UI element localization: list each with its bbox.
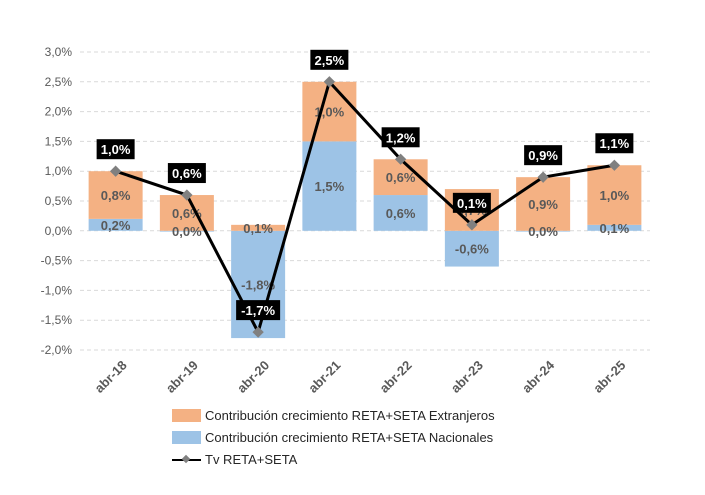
tv-label-box xyxy=(452,192,491,213)
x-tick-label: abr-20 xyxy=(234,358,272,396)
tv-label-box xyxy=(310,49,349,70)
tv-label-box xyxy=(381,127,420,148)
y-tick-label: 1,0% xyxy=(45,164,73,178)
bar-labels: 0,2% 0,8% 0,0% 0,6% -1,8% 0,1% 1,5% 1,0% 0,6% 0,6… xyxy=(101,105,630,293)
bar-nacionales xyxy=(159,230,214,232)
tv-marker xyxy=(466,219,478,231)
legend-item-extranjeros: Contribución crecimiento RETA+SETA Extra… xyxy=(172,404,495,426)
bar-label-extranjeros: 0,6% xyxy=(386,170,416,185)
legend-item-tv: Tv RETA+SETA xyxy=(172,448,495,470)
y-tick-label: -1,0% xyxy=(41,283,73,297)
tv-label: 1,0% xyxy=(101,142,131,157)
bar-extranjeros xyxy=(88,171,143,219)
legend: Contribución crecimiento RETA+SETA Extra… xyxy=(172,404,495,470)
bar-label-nacionales: 0,6% xyxy=(386,206,416,221)
y-tick-label: 1,5% xyxy=(45,134,73,148)
bar-label-nacionales: 0,0% xyxy=(528,224,558,239)
legend-swatch-nacionales xyxy=(172,430,201,444)
tv-label-box xyxy=(236,300,281,321)
tv-label-box xyxy=(167,163,206,184)
legend-swatch-tv xyxy=(172,453,201,466)
tv-label-box xyxy=(595,133,634,154)
bar-label-nacionales: 0,0% xyxy=(172,224,202,239)
y-tick-label: -1,5% xyxy=(41,313,73,327)
tv-marker xyxy=(252,326,264,338)
bar-nacionales xyxy=(444,230,499,267)
bars xyxy=(88,81,642,339)
tv-marker xyxy=(181,189,193,201)
x-axis: abr-18 abr-19 abr-20 abr-21 abr-22 abr-23 abr-… xyxy=(92,357,629,396)
tv-label-box xyxy=(524,145,563,166)
tv-label-box xyxy=(96,139,135,160)
tv-label: 1,2% xyxy=(386,130,416,145)
x-tick-label: abr-24 xyxy=(519,357,558,396)
bar-label-nacionales: 0,1% xyxy=(600,221,630,236)
y-tick-label: -0,5% xyxy=(41,254,73,268)
bar-label-nacionales: 1,5% xyxy=(315,179,345,194)
tv-line-path xyxy=(115,78,615,337)
y-tick-label: 3,0% xyxy=(45,45,73,59)
y-tick-label: 0,5% xyxy=(45,194,73,208)
x-tick-label: abr-22 xyxy=(377,358,415,396)
bar-extranjeros xyxy=(302,81,357,142)
tv-marker xyxy=(608,159,621,171)
bar-nacionales xyxy=(516,230,571,232)
tv-line xyxy=(109,76,621,338)
bar-extranjeros xyxy=(231,224,286,231)
x-tick-label: abr-18 xyxy=(92,358,130,396)
tv-label: 0,6% xyxy=(172,166,202,181)
tv-label: 0,9% xyxy=(528,148,558,163)
tv-marker xyxy=(394,153,407,165)
bar-label-extranjeros: 1,0% xyxy=(600,188,630,203)
bar-label-nacionales: 0,2% xyxy=(101,218,131,233)
bar-nacionales xyxy=(587,224,642,231)
x-tick-label: abr-23 xyxy=(448,358,486,396)
bar-label-extranjeros: 0,1% xyxy=(243,221,273,236)
legend-label-tv: Tv RETA+SETA xyxy=(205,451,298,467)
x-tick-label: abr-21 xyxy=(305,358,343,396)
x-tick-label: abr-19 xyxy=(163,358,201,396)
y-tick-label: 2,0% xyxy=(45,105,73,119)
bar-label-nacionales: -0,6% xyxy=(455,242,489,257)
legend-label-extranjeros: Contribución crecimiento RETA+SETA Extra… xyxy=(205,407,495,423)
tv-marker xyxy=(537,171,549,183)
tv-labels: 1,0% 0,6% -1,7% 2,5% 1,2% 0,1% 0,9% 1,1% xyxy=(96,49,634,321)
bar-nacionales xyxy=(231,230,286,339)
y-axis: 3,0% 2,5% 2,0% 1,5% 1,0% 0,5% 0,0% -0,5% -1,0% -1… xyxy=(41,45,73,357)
y-tick-label: 0,0% xyxy=(45,224,73,238)
bar-label-extranjeros: 0,8% xyxy=(101,188,131,203)
tv-label: -1,7% xyxy=(241,303,275,318)
bar-nacionales xyxy=(302,141,357,231)
bar-label-nacionales: -1,8% xyxy=(241,277,275,292)
bar-nacionales xyxy=(373,195,428,231)
tv-label: 1,1% xyxy=(600,136,630,151)
bar-extranjeros xyxy=(159,195,214,231)
legend-label-nacionales: Contribución crecimiento RETA+SETA Nacio… xyxy=(205,429,494,445)
tv-label: 2,5% xyxy=(315,53,345,68)
y-tick-label: -2,0% xyxy=(41,343,73,357)
bar-label-extranjeros: 0,9% xyxy=(528,197,558,212)
tv-label: 0,1% xyxy=(457,196,487,211)
bar-nacionales xyxy=(88,218,143,231)
x-tick-label: abr-25 xyxy=(590,358,628,396)
legend-swatch-extranjeros xyxy=(172,408,201,422)
bar-extranjeros xyxy=(516,177,571,231)
legend-item-nacionales: Contribución crecimiento RETA+SETA Nacio… xyxy=(172,426,495,448)
bar-extranjeros xyxy=(587,165,642,225)
y-tick-label: 2,5% xyxy=(45,75,73,89)
